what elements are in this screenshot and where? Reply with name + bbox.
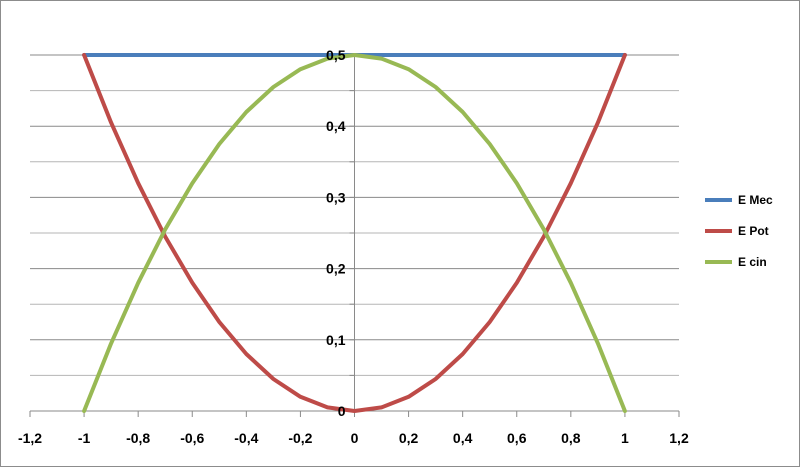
series-line-e-cin (82, 53, 627, 413)
legend-label: E Mec (738, 193, 773, 207)
y-tick-label: 0,3 (326, 189, 346, 205)
y-tick-label: 0,2 (326, 261, 346, 277)
legend-label: E cin (738, 255, 767, 269)
x-tick-label: 0,4 (453, 430, 473, 446)
x-tick-label: -0,2 (288, 430, 312, 446)
y-tick-label: 0 (338, 403, 346, 419)
x-tick-label: -0,4 (234, 430, 258, 446)
x-tick-label: -1 (78, 430, 91, 446)
y-tick-label: 0,5 (326, 47, 346, 63)
x-tick-label: 0,8 (561, 430, 581, 446)
y-tick-labels: 0 0,1 0,2 0,3 0,4 0,5 (326, 47, 346, 419)
x-tick-label: 1 (621, 430, 629, 446)
x-tick-label: -1,2 (18, 430, 42, 446)
axes (29, 54, 680, 417)
x-tick-label: 0,6 (507, 430, 527, 446)
x-tick-label: -0,8 (126, 430, 150, 446)
x-tick-label: 1,2 (669, 430, 689, 446)
x-tick-label: -0,6 (180, 430, 204, 446)
series-lines (82, 53, 627, 413)
legend: E Mec E Pot E cin (705, 193, 773, 269)
y-tick-label: 0,1 (326, 332, 346, 348)
series-line-e-pot (82, 53, 627, 413)
y-tick-label: 0,4 (326, 118, 346, 134)
x-tick-labels: -1,2 -1 -0,8 -0,6 -0,4 -0,2 0 0,2 0,4 0,6 0,8 1 1,2 (18, 430, 689, 446)
x-tick-label: 0 (351, 430, 359, 446)
x-tick-label: 0,2 (399, 430, 419, 446)
legend-label: E Pot (738, 224, 769, 238)
